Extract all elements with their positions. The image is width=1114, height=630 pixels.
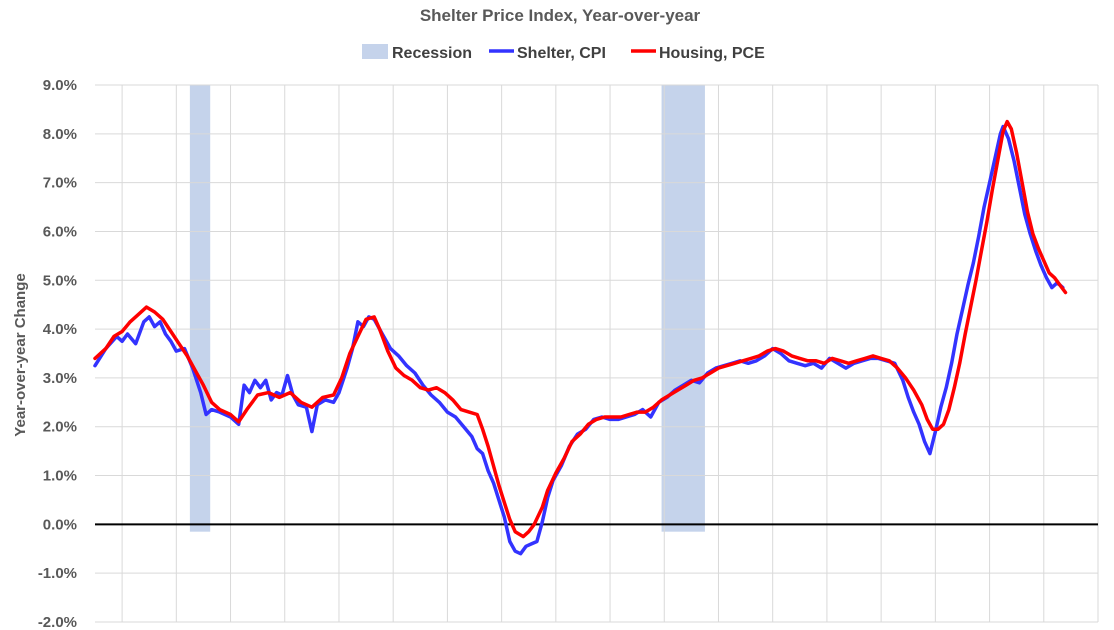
y-tick-label: 5.0% [43,272,77,289]
y-tick-label: 6.0% [43,223,77,240]
y-tick-label: 1.0% [43,468,77,485]
y-tick-label: 2.0% [43,419,77,436]
legend-swatch-recession [362,44,388,59]
series-lines [93,119,1068,556]
legend-item-recession: Recession [362,44,472,62]
y-tick-label: -2.0% [38,614,77,630]
chart-title: Shelter Price Index, Year-over-year [420,6,701,25]
y-tick-label: 8.0% [43,126,77,143]
y-tick-label: 4.0% [43,321,77,338]
series-line-shelter-cpi [93,124,1065,556]
legend-label-recession: Recession [392,45,472,62]
gridlines [95,84,1099,623]
y-tick-label: 7.0% [43,175,77,192]
legend-item-shelter-cpi: Shelter, CPI [489,45,606,62]
series-line-housing-pce [93,119,1068,539]
recession-bands [189,85,705,532]
y-axis-title: Year-over-year Change [12,273,29,436]
y-tick-label: 3.0% [43,370,77,387]
y-tick-label: -1.0% [38,565,77,582]
legend-label-housing-pce: Housing, PCE [659,45,765,62]
y-tick-label: 9.0% [43,77,77,94]
y-tick-label: 0.0% [43,516,77,533]
legend-label-shelter-cpi: Shelter, CPI [517,45,606,62]
recession-band-2 [661,85,705,532]
y-axis-ticks: 9.0% 8.0% 7.0% 6.0% 5.0% 4.0% 3.0% 2.0% 1.0% 0.0%… [38,77,77,630]
recession-band-1 [189,85,211,532]
legend-item-housing-pce: Housing, PCE [631,45,765,62]
legend: Recession Shelter, CPI Housing, PCE [362,44,765,62]
